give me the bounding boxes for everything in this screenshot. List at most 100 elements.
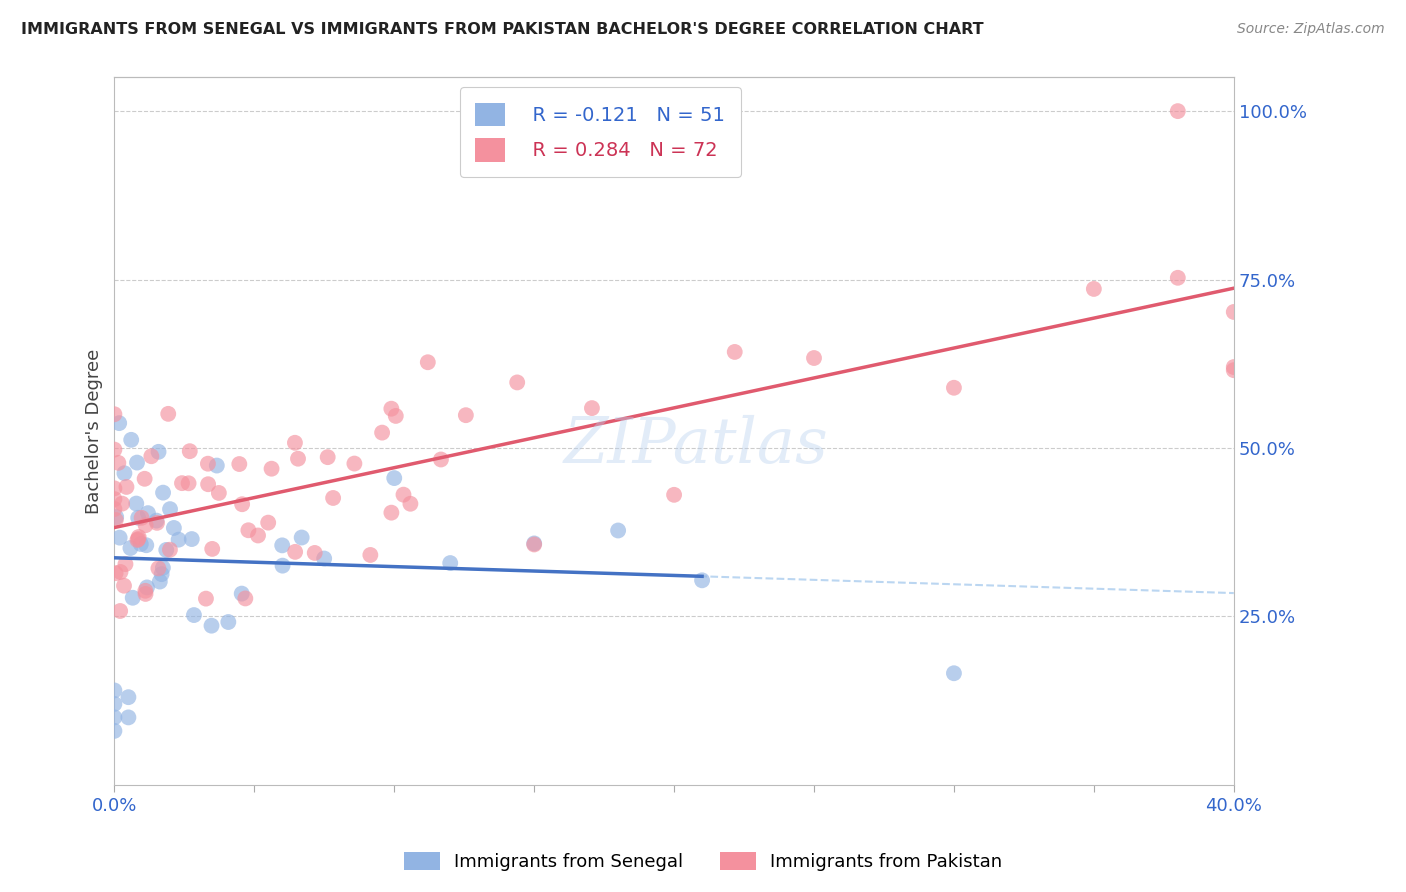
Point <box>148 561 170 575</box>
Point <box>371 425 394 440</box>
Point <box>152 561 174 575</box>
Point <box>128 530 150 544</box>
Point <box>117 690 139 705</box>
Point <box>662 488 685 502</box>
Text: ZIPatlas: ZIPatlas <box>564 415 830 476</box>
Point <box>103 710 125 724</box>
Point <box>197 457 219 471</box>
Point <box>103 723 125 738</box>
Point <box>131 510 153 524</box>
Point <box>105 510 128 524</box>
Point <box>103 442 125 457</box>
Point <box>1083 282 1105 296</box>
Point <box>145 514 167 528</box>
Point <box>304 546 326 560</box>
Point <box>416 355 439 369</box>
Point <box>359 548 381 562</box>
Point <box>233 591 256 606</box>
Point <box>197 477 219 491</box>
Point <box>136 581 159 595</box>
Point <box>231 586 253 600</box>
Point <box>231 497 253 511</box>
Point <box>157 407 180 421</box>
Point <box>120 541 142 555</box>
Point <box>343 457 366 471</box>
Point <box>141 449 163 463</box>
Point <box>384 409 406 423</box>
Point <box>103 697 125 711</box>
Point <box>430 452 453 467</box>
Point <box>111 497 134 511</box>
Y-axis label: Bachelor's Degree: Bachelor's Degree <box>86 349 103 514</box>
Point <box>284 545 307 559</box>
Point <box>1223 305 1246 319</box>
Point <box>103 502 125 516</box>
Point <box>104 513 127 527</box>
Point <box>115 480 138 494</box>
Point <box>238 523 260 537</box>
Point <box>314 551 336 566</box>
Point <box>322 491 344 505</box>
Legend:   R = -0.121   N = 51,   R = 0.284   N = 72: R = -0.121 N = 51, R = 0.284 N = 72 <box>460 87 741 178</box>
Point <box>1223 363 1246 377</box>
Point <box>399 497 422 511</box>
Point <box>247 528 270 542</box>
Point <box>121 591 143 605</box>
Point <box>287 451 309 466</box>
Point <box>690 574 713 588</box>
Point <box>942 381 965 395</box>
Legend: Immigrants from Senegal, Immigrants from Pakistan: Immigrants from Senegal, Immigrants from… <box>396 845 1010 879</box>
Point <box>112 467 135 481</box>
Point <box>201 541 224 556</box>
Point <box>150 567 173 582</box>
Point <box>523 536 546 550</box>
Point <box>316 450 339 465</box>
Point <box>134 587 156 601</box>
Point <box>208 486 231 500</box>
Point <box>257 516 280 530</box>
Point <box>194 591 217 606</box>
Point <box>159 502 181 516</box>
Point <box>1167 270 1189 285</box>
Point <box>170 476 193 491</box>
Point <box>155 542 177 557</box>
Point <box>103 407 125 421</box>
Point <box>803 351 825 365</box>
Point <box>271 538 294 552</box>
Point <box>1167 104 1189 119</box>
Point <box>180 532 202 546</box>
Point <box>179 444 201 458</box>
Point <box>103 492 125 507</box>
Point <box>125 456 148 470</box>
Point <box>149 574 172 589</box>
Point <box>205 458 228 473</box>
Point <box>380 506 402 520</box>
Point <box>104 566 127 581</box>
Point <box>217 615 239 629</box>
Point <box>382 471 405 485</box>
Point <box>942 666 965 681</box>
Point <box>112 579 135 593</box>
Point <box>152 485 174 500</box>
Point <box>392 488 415 502</box>
Point <box>146 516 169 530</box>
Point <box>607 524 630 538</box>
Point <box>107 456 129 470</box>
Point <box>271 558 294 573</box>
Point <box>135 538 157 552</box>
Point <box>581 401 603 416</box>
Point <box>103 481 125 495</box>
Point <box>260 461 283 475</box>
Point <box>1223 359 1246 374</box>
Point <box>291 531 314 545</box>
Point <box>136 506 159 520</box>
Text: Source: ZipAtlas.com: Source: ZipAtlas.com <box>1237 22 1385 37</box>
Point <box>125 497 148 511</box>
Point <box>724 345 747 359</box>
Point <box>108 604 131 618</box>
Point <box>200 618 222 632</box>
Point <box>228 457 250 471</box>
Point <box>380 401 402 416</box>
Point <box>177 476 200 491</box>
Point <box>523 537 546 551</box>
